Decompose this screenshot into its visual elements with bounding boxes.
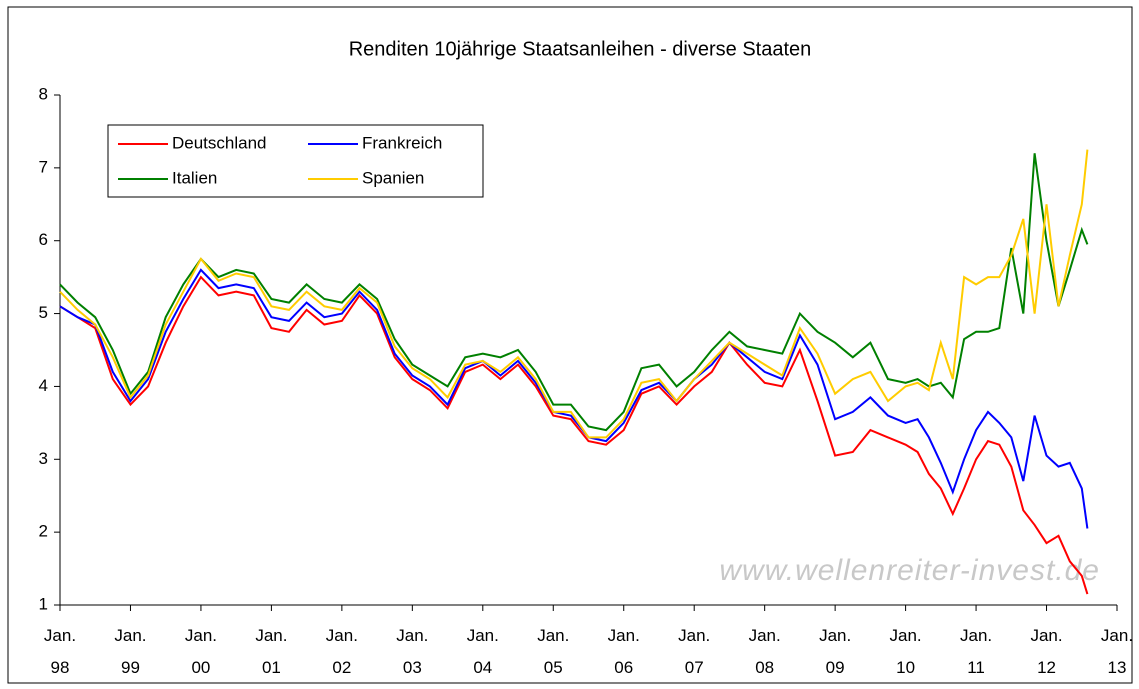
legend-label: Spanien [362,168,424,187]
x-tick-label-line: Jan. [678,626,710,645]
y-tick-label: 1 [39,594,48,613]
x-tick-label-line: Jan. [114,626,146,645]
x-tick-label: Jan. 07 [678,626,710,677]
x-tick-label: Jan. 03 [396,626,428,677]
x-tick-label: Jan. 12 [1030,626,1062,677]
y-tick-label: 7 [39,157,48,176]
x-tick-label: Jan. 00 [185,626,217,677]
x-tick-label: Jan. 02 [326,626,358,677]
y-tick-label: 4 [39,376,48,395]
x-tick-label: Jan. 11 [960,626,992,677]
legend-label: Italien [172,168,217,187]
x-tick-label-line: Jan. [1101,626,1133,645]
x-tick-label-line: Jan. [467,626,499,645]
y-tick-label: 6 [39,230,48,249]
x-tick-label-line: 10 [896,658,915,677]
x-tick-label: Jan. 98 [44,626,76,677]
legend-box [107,124,484,198]
x-tick-label-line: 06 [614,658,633,677]
x-tick-label: Jan. 13 [1101,626,1133,677]
chart-title: Renditen 10jährige Staatsanleihen - dive… [349,38,812,60]
y-tick-label: 3 [39,449,48,468]
y-tick-label: 8 [39,84,48,103]
watermark: www.wellenreiter-invest.de [719,554,1100,587]
x-tick-label-line: 04 [473,658,492,677]
x-tick-label: Jan. 05 [537,626,569,677]
x-tick-label-line: Jan. [44,626,76,645]
series-line [59,275,1089,595]
x-tick-label: Jan. 01 [255,626,287,677]
x-tick-label: Jan. 99 [114,626,146,677]
chart-frame [7,6,1133,684]
x-tick-label-line: 03 [403,658,422,677]
x-tick-label: Jan. 10 [890,626,922,677]
x-tick-label-line: 98 [51,658,70,677]
x-tick-label-line: 08 [755,658,774,677]
x-tick-label-line: 12 [1037,658,1056,677]
x-tick-label-line: Jan. [749,626,781,645]
x-tick-label-line: Jan. [326,626,358,645]
x-tick-label: Jan. 06 [608,626,640,677]
x-tick-label: Jan. 09 [819,626,851,677]
x-tick-label-line: Jan. [890,626,922,645]
x-tick-label-line: 13 [1108,658,1127,677]
series-line [59,153,1089,432]
x-tick-label-line: 02 [332,658,351,677]
x-tick-label-line: 01 [262,658,281,677]
x-tick-label-line: Jan. [396,626,428,645]
x-tick-label-line: 05 [544,658,563,677]
x-tick-label-line: Jan. [185,626,217,645]
series-line [59,268,1089,529]
series-line [59,149,1089,439]
x-tick-label-line: 00 [191,658,210,677]
x-tick-label-line: Jan. [1030,626,1062,645]
x-tick-label: Jan. 08 [749,626,781,677]
legend-label: Frankreich [362,133,442,152]
x-tick-label-line: Jan. [255,626,287,645]
x-tick-label-line: Jan. [960,626,992,645]
y-tick-label: 5 [39,303,48,322]
y-tick-label: 2 [39,522,48,541]
legend-label: Deutschland [172,133,267,152]
x-tick-label-line: Jan. [608,626,640,645]
x-tick-label-line: Jan. [537,626,569,645]
x-tick-label-line: 07 [685,658,704,677]
x-tick-label-line: 09 [826,658,845,677]
x-tick-label-line: Jan. [819,626,851,645]
x-tick-label: Jan. 04 [467,626,499,677]
x-tick-label-line: 99 [121,658,140,677]
x-tick-label-line: 11 [967,658,985,677]
